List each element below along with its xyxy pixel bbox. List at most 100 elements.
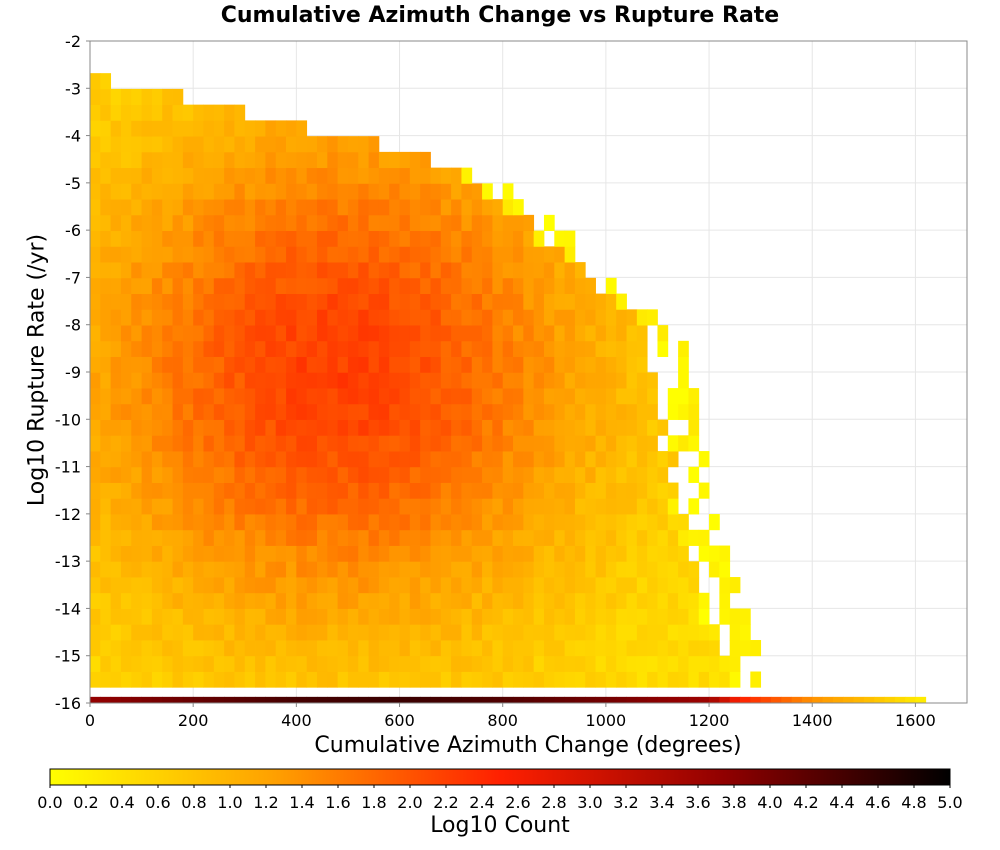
heatmap-cell (172, 498, 184, 515)
heatmap-cell (244, 120, 256, 137)
heatmap-cell (378, 514, 390, 531)
heatmap-cell (389, 529, 400, 546)
heatmap-cell (286, 214, 297, 232)
heatmap-cell (316, 451, 328, 468)
heatmap-cell (120, 151, 132, 169)
heatmap-cell (523, 356, 535, 373)
heatmap-cell (409, 372, 421, 389)
heatmap-cell (296, 482, 308, 499)
heatmap-cell (636, 325, 648, 342)
heatmap-cell (306, 624, 318, 641)
heatmap-cell (327, 655, 339, 672)
heatmap-cell (244, 451, 256, 468)
heatmap-cell (358, 356, 369, 373)
heatmap-cell (399, 655, 411, 672)
heatmap-cell (729, 608, 741, 625)
heatmap-cell (616, 340, 627, 357)
heatmap-cell (141, 640, 153, 657)
heatmap-cell (513, 451, 524, 468)
heatmap-cell (409, 640, 421, 657)
heatmap-cell (492, 514, 504, 531)
colorbar-label: Log10 Count (430, 813, 570, 838)
heatmap-cell (316, 498, 328, 515)
heatmap-cell (255, 214, 266, 232)
y-tick-label: -15 (55, 647, 81, 666)
heatmap-cell (461, 262, 473, 279)
heatmap-cell (368, 262, 380, 279)
heatmap-cell (213, 183, 225, 200)
heatmap-cell (327, 624, 339, 641)
heatmap-cell (172, 545, 184, 562)
heatmap-cell (255, 608, 266, 625)
heatmap-cell (172, 340, 184, 357)
heatmap-cell (389, 183, 400, 200)
heatmap-cell (162, 498, 173, 515)
heatmap-cell (533, 277, 545, 295)
heatmap-cell (234, 482, 246, 499)
heatmap-cell (430, 545, 442, 562)
heatmap-cell (234, 419, 246, 436)
heatmap-cell (533, 419, 545, 436)
heatmap-cell (316, 246, 328, 263)
y-tick: -14 (55, 599, 90, 618)
heatmap-cell (286, 451, 297, 468)
heatmap-cell (234, 498, 246, 515)
heatmap-cell (100, 388, 112, 405)
heatmap-cell (502, 246, 514, 263)
heatmap-cell (719, 592, 731, 609)
heatmap-cell (647, 545, 658, 562)
heatmap-cell (595, 608, 607, 625)
heatmap-cell (131, 88, 142, 106)
heatmap-cell-bottom-row (389, 696, 400, 703)
heatmap-cell (719, 655, 731, 672)
heatmap-cell (141, 167, 153, 184)
heatmap-cell (265, 120, 277, 137)
heatmap-cell (492, 356, 504, 373)
heatmap-cell (543, 498, 555, 515)
heatmap-cell-bottom-row (368, 696, 380, 703)
heatmap-cell (234, 340, 246, 357)
heatmap-cell (595, 419, 607, 436)
heatmap-cell (451, 592, 462, 609)
heatmap-cell (244, 655, 256, 672)
heatmap-cell (554, 340, 566, 357)
heatmap-cell (296, 655, 308, 672)
heatmap-cell (502, 592, 514, 609)
heatmap-cell (513, 577, 524, 594)
heatmap-cell (523, 325, 535, 342)
heatmap-cell (440, 214, 452, 232)
heatmap-cell (213, 514, 225, 531)
heatmap-cell (461, 388, 473, 405)
heatmap-cell (327, 340, 339, 357)
heatmap-cell (131, 246, 142, 263)
heatmap-cell (513, 419, 524, 436)
heatmap-cell (492, 529, 504, 546)
heatmap-cell (213, 214, 225, 232)
heatmap-cell (543, 262, 555, 279)
heatmap-cell (368, 419, 380, 436)
heatmap-cell (255, 466, 266, 483)
heatmap-cell (399, 640, 411, 657)
heatmap-cell (193, 435, 204, 452)
heatmap-cell (234, 277, 246, 295)
heatmap-cell-bottom-row (203, 696, 215, 703)
heatmap-cell (275, 293, 287, 310)
heatmap-cell (244, 640, 256, 657)
heatmap-cell (100, 88, 112, 106)
heatmap-cell (564, 293, 576, 310)
heatmap-cell (296, 199, 308, 216)
heatmap-cell (213, 309, 225, 326)
colorbar-tick: 5.0 (937, 785, 963, 812)
heatmap-cell (296, 388, 308, 405)
heatmap-cell (358, 561, 369, 578)
heatmap-cell (193, 309, 204, 326)
heatmap-cell (533, 640, 545, 657)
heatmap-cell (244, 340, 256, 357)
heatmap-cell (636, 529, 648, 546)
heatmap-cell (533, 514, 545, 531)
heatmap-cell (327, 277, 339, 295)
heatmap-cell (430, 655, 442, 672)
heatmap-cell (502, 214, 514, 232)
heatmap-cell (316, 592, 328, 609)
heatmap-cell (420, 340, 431, 357)
